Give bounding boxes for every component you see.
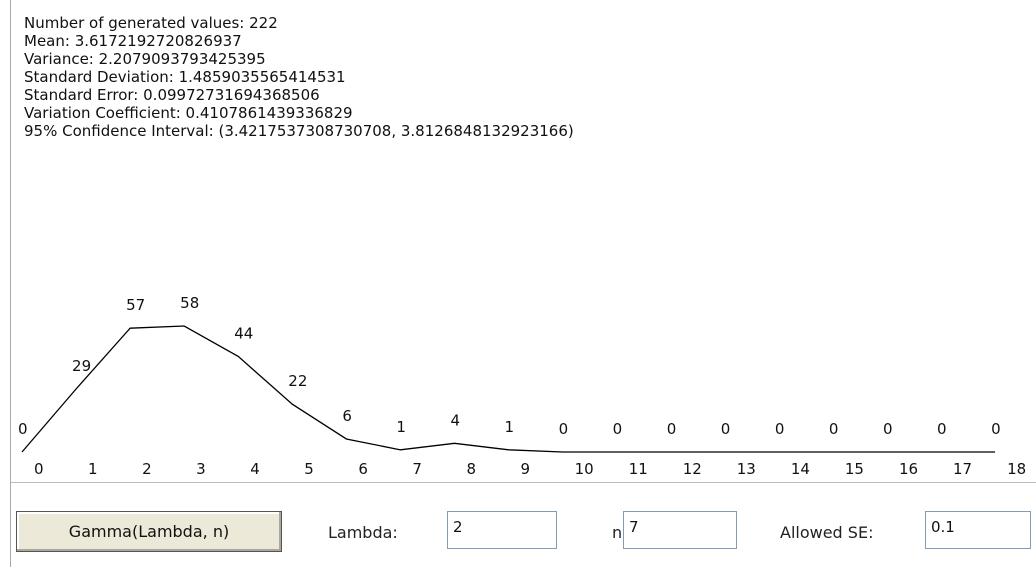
stat-line: Mean: 3.6172192720826937: [24, 32, 242, 50]
value-label: 22: [288, 372, 307, 390]
value-label: 44: [234, 324, 253, 342]
x-tick-label: 18: [1007, 460, 1026, 478]
generate-button[interactable]: Gamma(Lambda, n): [16, 511, 282, 552]
x-tick-label: 1: [88, 460, 98, 478]
value-label: 0: [937, 420, 947, 438]
stat-line: Number of generated values: 222: [24, 14, 278, 32]
x-tick-label: 12: [683, 460, 702, 478]
chart: 0029157258344422566174819010011012013014…: [18, 294, 1026, 478]
value-label: 0: [18, 420, 28, 438]
value-label: 6: [342, 407, 352, 425]
stat-line: Standard Error: 0.09972731694368506: [24, 86, 320, 104]
value-label: 0: [667, 420, 677, 438]
value-label: 0: [559, 420, 569, 438]
curve: [21, 325, 996, 453]
value-label: 1: [396, 418, 406, 436]
x-tick-label: 15: [845, 460, 864, 478]
x-tick-label: 9: [521, 460, 531, 478]
x-tick-label: 8: [466, 460, 476, 478]
x-tick-label: 17: [953, 460, 972, 478]
x-tick-label: 16: [899, 460, 918, 478]
value-label: 29: [72, 357, 91, 375]
value-label: 4: [450, 411, 460, 429]
value-label: 0: [883, 420, 893, 438]
stat-line: Variation Coefficient: 0.410786143933682…: [24, 104, 353, 122]
separator: [11, 482, 1036, 483]
value-label: 0: [613, 420, 623, 438]
x-tick-label: 10: [575, 460, 594, 478]
value-label: 58: [180, 294, 199, 312]
input-box[interactable]: 2: [447, 511, 557, 549]
x-tick-label: 11: [629, 460, 648, 478]
x-tick-label: 3: [196, 460, 206, 478]
x-tick-label: 0: [34, 460, 44, 478]
value-label: 1: [505, 418, 515, 436]
frame: [10, 0, 1036, 567]
x-tick-label: 5: [304, 460, 314, 478]
x-tick-label: 7: [412, 460, 422, 478]
value-label: 0: [991, 420, 1001, 438]
input-box[interactable]: 7: [623, 511, 737, 549]
stats: Number of generated values: 222 Mean: 3.6…: [24, 14, 574, 140]
value-label: 57: [126, 296, 145, 314]
value-label: 0: [721, 420, 731, 438]
value-label: 0: [775, 420, 785, 438]
field-label: Lambda:: [328, 523, 398, 542]
x-tick-label: 2: [142, 460, 152, 478]
field-label: Allowed SE:: [780, 523, 874, 542]
x-tick-label: 4: [250, 460, 260, 478]
x-tick-label: 6: [358, 460, 368, 478]
x-tick-label: 14: [791, 460, 810, 478]
value-label: 0: [829, 420, 839, 438]
x-tick-label: 13: [737, 460, 756, 478]
input-box[interactable]: 0.1: [925, 511, 1031, 549]
stat-line: Standard Deviation: 1.4859035565414531: [24, 68, 346, 86]
stat-line: Variance: 2.2079093793425395: [24, 50, 266, 68]
stat-line: 95% Confidence Interval: (3.421753730873…: [24, 122, 574, 140]
